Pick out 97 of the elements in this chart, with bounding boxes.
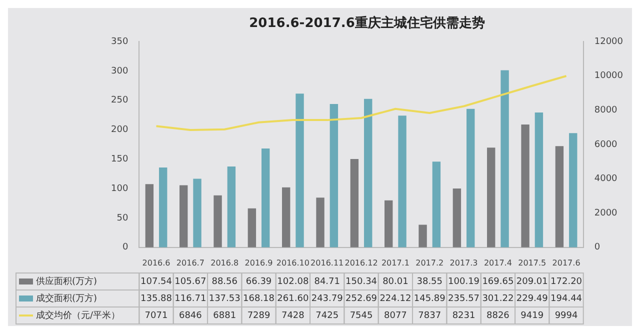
x-tick-label: 2016.6 [142,258,170,268]
chart-title: 2016.6-2017.6重庆主城住宅供需走势 [249,15,485,32]
bar [145,184,154,248]
y-tick-label: 300 [110,66,128,76]
bar [179,185,188,248]
data-label: 8077 [384,310,407,321]
data-label: 7545 [350,310,373,321]
data-label: 6846 [178,310,202,321]
data-label: 107.54 [140,276,172,287]
y-tick-label: 50 [116,213,128,224]
bar [227,166,236,248]
bar [569,133,578,248]
data-label: 261.60 [277,294,309,304]
bar [384,200,393,248]
bar [330,104,338,248]
x-tick-label: 2016.11 [310,258,344,268]
data-label: 7837 [418,310,442,321]
data-label: 169.65 [482,276,514,287]
data-label: 172.20 [550,276,582,287]
data-label: 8231 [452,310,476,321]
data-label: 88.56 [212,276,238,287]
data-label: 168.18 [243,294,275,304]
data-label: 84.71 [314,276,340,287]
legend-label: 成交面积(万方) [36,292,98,304]
bar [398,116,406,248]
bar [193,178,202,248]
x-tick-label: 2017.1 [381,258,410,268]
bar [316,198,324,248]
data-label: 7071 [144,310,168,321]
legend-label: 成交均价（元/平米） [36,310,120,321]
data-label: 194.44 [550,294,582,304]
data-label: 301.22 [482,294,514,304]
data-label: 9419 [520,310,544,321]
data-label: 7428 [281,310,305,321]
data-label: 229.49 [516,294,548,304]
data-label: 116.71 [174,294,206,304]
x-tick-label: 2016.9 [244,258,273,268]
bar [555,146,564,248]
bar [282,187,290,248]
y-tick-label: 100 [110,184,128,194]
data-label: 9994 [554,310,578,321]
data-label: 80.01 [382,276,408,287]
data-label: 100.19 [448,276,480,287]
data-label: 135.88 [140,294,172,304]
legend-label: 供应面积(万方) [36,276,98,287]
x-tick-label: 2016.10 [276,258,310,268]
y2-tick-label: 2000 [594,208,618,218]
bar [248,208,256,248]
data-label: 102.08 [277,276,309,287]
y2-tick-label: 0 [594,242,600,253]
data-label: 7425 [316,310,339,321]
data-label: 252.69 [346,294,378,304]
data-label: 7289 [247,310,270,321]
x-tick-label: 2016.8 [210,258,239,268]
bar [364,98,372,248]
data-label: 38.55 [416,276,442,287]
bar [452,188,462,248]
y-tick-label: 200 [110,125,128,136]
data-label: 209.01 [516,276,548,287]
y-tick-label: 0 [122,242,128,253]
data-label: 137.53 [208,294,240,304]
x-tick-label: 2016.7 [176,258,204,268]
y2-tick-label: 10000 [594,71,624,82]
y2-tick-label: 6000 [594,140,618,150]
data-label: 105.67 [174,276,206,287]
x-tick-label: 2017.3 [450,258,478,268]
bar [418,224,427,248]
y-tick-label: 250 [110,96,128,106]
y-tick-label: 150 [110,154,128,165]
data-label: 8826 [486,310,510,321]
bar [521,124,530,248]
x-tick-label: 2017.6 [552,258,580,268]
bar [466,108,475,248]
data-label: 243.79 [311,294,344,304]
y2-tick-label: 8000 [594,106,618,116]
y2-tick-label: 12000 [594,36,624,47]
y2-tick-label: 4000 [594,174,618,184]
bar [262,148,270,248]
bar [350,159,359,248]
bar [500,70,509,248]
data-label: 6881 [213,310,236,321]
bar [296,94,304,248]
x-tick-label: 2017.4 [484,258,512,268]
data-label: 224.12 [380,294,412,304]
data-label: 145.89 [414,294,446,304]
bar [158,168,168,248]
x-tick-label: 2017.2 [416,258,444,268]
y-tick-label: 350 [110,36,128,47]
bar [534,112,544,248]
data-label: 66.39 [246,276,272,287]
x-tick-label: 2017.5 [518,258,546,268]
bar [432,162,441,248]
data-label: 235.57 [448,294,480,304]
data-label: 150.34 [346,276,378,287]
x-tick-label: 2016.12 [344,258,378,268]
bar [487,148,496,248]
bar [214,195,222,248]
